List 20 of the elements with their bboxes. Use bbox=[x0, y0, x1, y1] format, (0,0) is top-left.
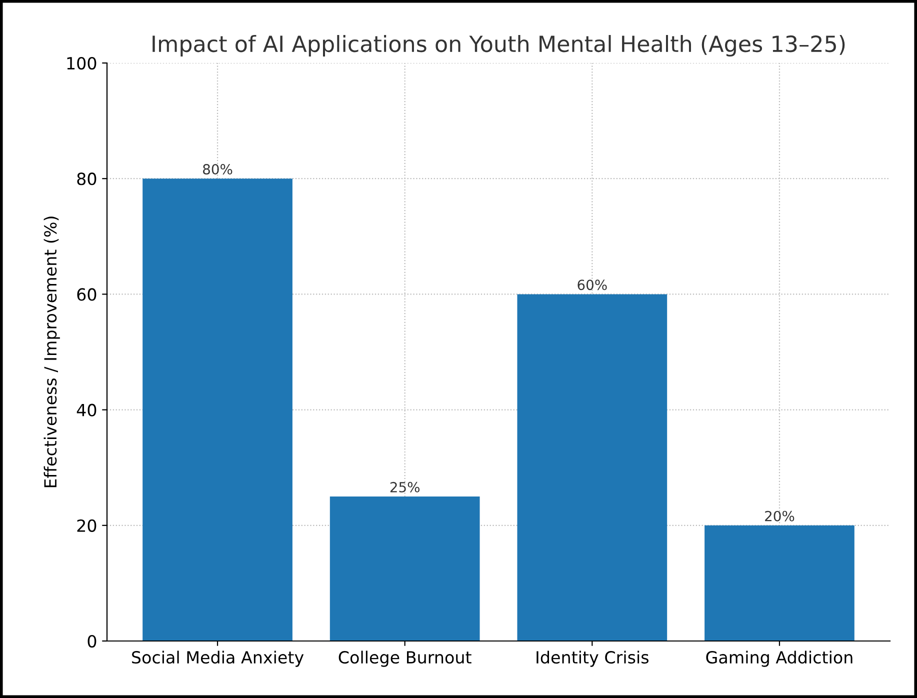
y-tick-label: 20 bbox=[77, 519, 96, 532]
x-tick-label: Social Media Anxiety bbox=[132, 650, 304, 667]
y-tick-label: 100 bbox=[67, 56, 96, 70]
x-tick-label: College Burnout bbox=[338, 650, 472, 667]
data-label: 20% bbox=[765, 510, 794, 522]
bar bbox=[704, 525, 854, 641]
chart-title: Impact of AI Applications on Youth Mental Health (Ages 13–25) bbox=[152, 35, 845, 57]
x-tick-label: Identity Crisis bbox=[536, 650, 648, 667]
y-tick-label: 40 bbox=[76, 404, 96, 416]
y-axis-title: Effectiveness / Improvement (%) bbox=[44, 216, 60, 488]
bar bbox=[142, 178, 292, 641]
data-label: 25% bbox=[390, 482, 420, 492]
data-label: 60% bbox=[578, 280, 607, 290]
data-label: 80% bbox=[203, 164, 232, 175]
bar bbox=[517, 294, 668, 641]
y-tick-label: 80 bbox=[77, 172, 96, 186]
bar bbox=[330, 496, 480, 641]
y-tick-label: 0 bbox=[88, 634, 96, 648]
y-tick-label: 60 bbox=[77, 288, 96, 301]
x-tick-label: Gaming Addiction bbox=[706, 650, 852, 667]
